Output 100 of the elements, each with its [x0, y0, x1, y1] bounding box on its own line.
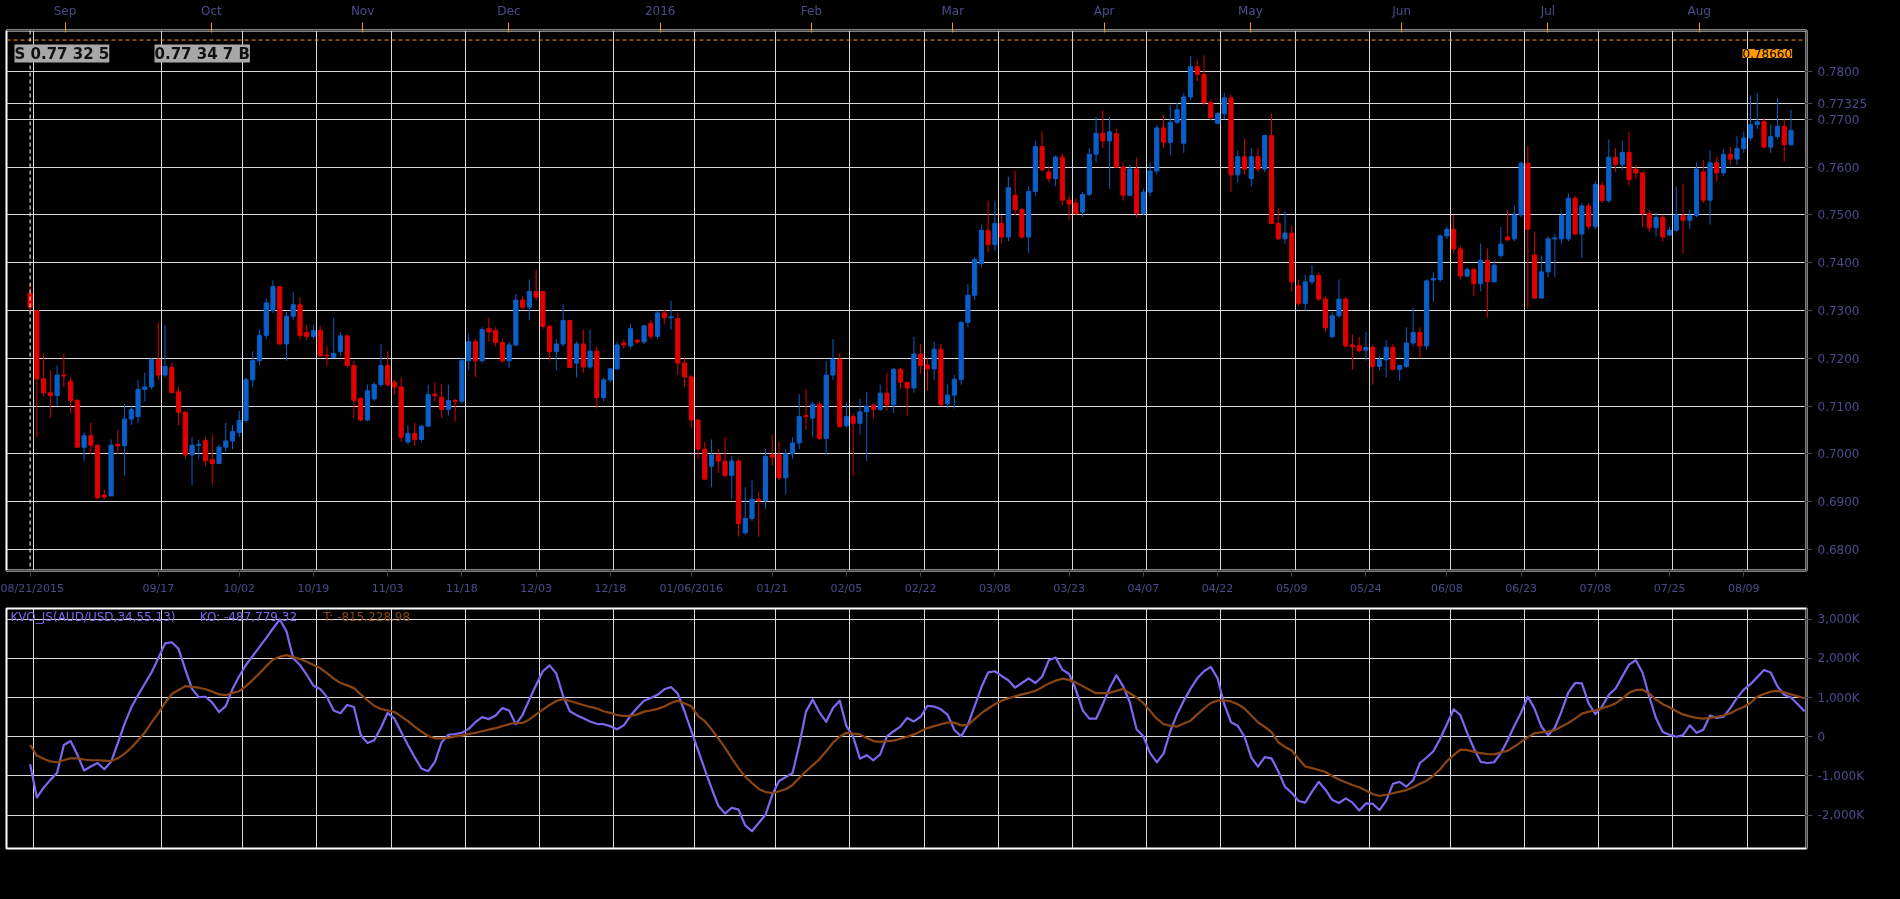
candlestick — [162, 324, 168, 378]
candlestick — [81, 431, 87, 462]
x-tick-label: 12/18 — [594, 581, 627, 595]
candlestick — [1585, 202, 1592, 230]
candlestick — [600, 376, 607, 402]
candlestick — [115, 429, 121, 455]
x-tick-label: 05/24 — [1350, 581, 1382, 595]
ref-line-label: 0.78660 — [1742, 47, 1793, 62]
candlestick — [945, 384, 951, 409]
y-tick-label: 0.7400 — [1817, 256, 1860, 271]
annotation: S 0.77 32 5 — [14, 44, 110, 63]
candlestick — [1612, 147, 1619, 173]
x-tick-label: 03/23 — [1053, 581, 1085, 595]
x-tick-label: 02/22 — [904, 581, 937, 595]
candlestick — [1471, 267, 1477, 297]
candlestick — [1754, 92, 1760, 130]
candlestick — [412, 422, 418, 447]
x-tick-label: 06/23 — [1505, 581, 1537, 595]
y-tick-label: 0.7300 — [1817, 304, 1860, 319]
x2-tick-label: Apr — [1093, 3, 1115, 18]
y-tick-label: 0.6800 — [1817, 542, 1860, 557]
x-tick-label: 02/05 — [830, 581, 863, 595]
candlestick — [1167, 104, 1173, 156]
candlestick — [439, 384, 445, 419]
y-tick-label: 0.7100 — [1817, 399, 1860, 414]
candlestick — [830, 338, 836, 381]
candlestick — [1660, 214, 1666, 242]
candlestick — [155, 321, 161, 381]
y-tick-label: 2,000K — [1817, 651, 1861, 666]
candlestick — [466, 333, 472, 371]
x-tick-label: 07/08 — [1579, 581, 1612, 595]
candlestick — [1106, 116, 1113, 190]
candlestick — [1363, 331, 1369, 362]
candlestick — [1053, 154, 1059, 187]
y-tick-label: 0.7200 — [1817, 351, 1860, 366]
candlestick — [864, 391, 870, 462]
candlestick — [924, 357, 931, 392]
x-tick-label: 12/03 — [520, 581, 552, 595]
x-tick-label: 03/08 — [979, 581, 1011, 595]
candlestick — [918, 343, 924, 375]
candlestick — [1788, 109, 1794, 147]
candlestick — [587, 329, 593, 370]
x2-tick-label: Mar — [941, 3, 965, 18]
candlestick — [1774, 97, 1781, 140]
candlestick — [803, 388, 809, 431]
candlestick — [1295, 278, 1302, 307]
x-tick-label: 11/03 — [371, 581, 404, 595]
x-tick-label: 08/09 — [1727, 581, 1760, 595]
x-tick-label: 10/19 — [297, 581, 330, 595]
candlestick — [1599, 181, 1605, 204]
candlestick — [1080, 191, 1086, 218]
candlestick — [580, 329, 586, 374]
candlestick — [499, 338, 505, 364]
x-tick-label: 10/02 — [223, 581, 256, 595]
x2-tick-label: Feb — [800, 3, 823, 18]
y-tick-label: 0.7800 — [1817, 65, 1860, 80]
candlestick — [1282, 210, 1288, 245]
candlestick — [931, 341, 937, 381]
candlestick — [1781, 118, 1787, 162]
x-tick-label: 05/09 — [1275, 581, 1308, 595]
candlestick — [1727, 146, 1733, 166]
candlestick — [47, 369, 53, 419]
candlestick — [1221, 92, 1227, 120]
candlestick — [1241, 138, 1248, 175]
candlestick — [452, 398, 458, 422]
candlestick — [1680, 183, 1686, 254]
candlestick — [1046, 165, 1052, 183]
candlestick — [850, 412, 856, 476]
y-tick-label: 1,000K — [1817, 690, 1861, 705]
y-tick-label: -1,000K — [1817, 768, 1866, 783]
candlestick — [1673, 185, 1679, 233]
x-tick-label: 09/17 — [142, 581, 175, 595]
candlestick — [1316, 271, 1322, 302]
candlestick — [648, 319, 654, 340]
y-tick-label: 3,000K — [1817, 612, 1861, 627]
candlestick — [506, 341, 512, 369]
candlestick — [1390, 343, 1396, 371]
x-tick-label: 11/18 — [446, 581, 478, 595]
x2-tick-label: Nov — [350, 3, 375, 18]
candlestick — [999, 214, 1005, 245]
candlestick — [337, 331, 344, 357]
candlestick — [1505, 209, 1511, 242]
candlestick — [627, 323, 634, 350]
candlestick — [1646, 209, 1652, 233]
x2-tick-label: Jul — [1539, 3, 1556, 18]
y-tick-label: -2,000K — [1817, 808, 1866, 823]
candlestick — [985, 200, 991, 253]
candlestick — [1248, 147, 1254, 187]
candlestick — [884, 372, 890, 412]
candlestick — [1451, 214, 1457, 254]
x2-tick-label: Sep — [53, 3, 77, 18]
candlestick — [951, 374, 957, 409]
candlestick — [1093, 116, 1099, 163]
candlestick — [1478, 243, 1484, 292]
y-tick-label: 0.7000 — [1817, 447, 1860, 462]
candlestick — [1653, 212, 1659, 237]
candlestick — [250, 350, 256, 388]
x-tick-label: 07/25 — [1653, 581, 1686, 595]
candlestick — [61, 353, 67, 388]
x2-tick-label: Jun — [1391, 3, 1411, 18]
